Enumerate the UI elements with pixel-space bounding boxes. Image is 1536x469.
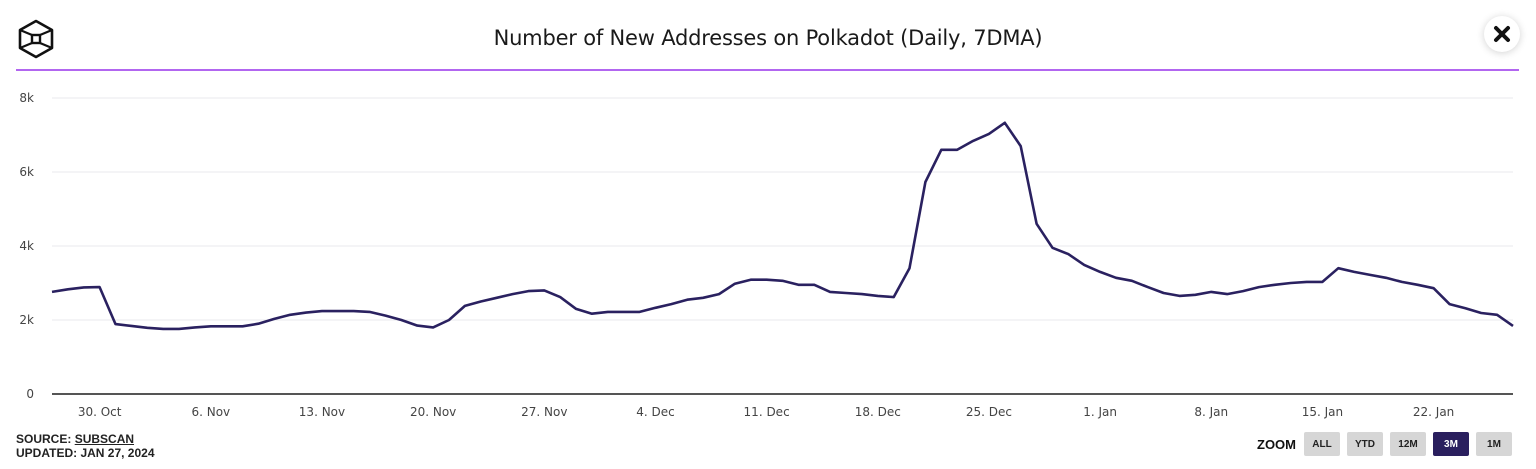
x-tick-label: 30. Oct	[78, 405, 122, 419]
x-tick-label: 22. Jan	[1413, 405, 1454, 419]
x-tick-label: 25. Dec	[966, 405, 1012, 419]
zoom-button-3m[interactable]: 3M	[1433, 432, 1469, 456]
x-tick-label: 1. Jan	[1083, 405, 1117, 419]
y-tick-label: 2k	[19, 313, 34, 327]
title-divider	[16, 69, 1519, 71]
x-tick-label: 6. Nov	[191, 405, 230, 419]
source-prefix: SOURCE:	[16, 432, 72, 446]
close-icon	[1494, 26, 1510, 42]
source-line: SOURCE: SUBSCAN	[16, 432, 155, 446]
y-tick-label: 0	[26, 387, 34, 401]
y-tick-label: 6k	[19, 165, 34, 179]
y-tick-label: 8k	[19, 91, 34, 105]
x-tick-label: 4. Dec	[636, 405, 674, 419]
x-tick-label: 11. Dec	[744, 405, 790, 419]
gridlines	[52, 97, 1513, 321]
updated-date: UPDATED: JAN 27, 2024	[16, 446, 155, 460]
x-tick-label: 27. Nov	[521, 405, 567, 419]
zoom-label: ZOOM	[1257, 436, 1296, 452]
series-line-new-addresses	[51, 121, 1514, 331]
chart-footer: SOURCE: SUBSCAN UPDATED: JAN 27, 2024	[16, 432, 155, 460]
zoom-controls: ZOOM ALL YTD 12M 3M 1M	[1257, 432, 1519, 456]
y-axis-labels: 0 2k 4k 6k 8k	[19, 91, 34, 401]
x-tick-label: 18. Dec	[855, 405, 901, 419]
cube-logo-icon	[18, 19, 54, 59]
close-button[interactable]	[1484, 16, 1520, 52]
x-tick-label: 15. Jan	[1302, 405, 1343, 419]
zoom-button-1m[interactable]: 1M	[1476, 432, 1512, 456]
y-tick-label: 4k	[19, 239, 34, 253]
zoom-button-ytd[interactable]: YTD	[1347, 432, 1383, 456]
chart-title: Number of New Addresses on Polkadot (Dai…	[493, 26, 1043, 50]
x-tick-label: 13. Nov	[299, 405, 345, 419]
x-tick-label: 20. Nov	[410, 405, 456, 419]
zoom-button-12m[interactable]: 12M	[1390, 432, 1426, 456]
line-chart: 0 2k 4k 6k 8k 30. Oct 6. Nov 13. Nov 20. Nov 27.…	[19, 91, 1514, 419]
zoom-button-all[interactable]: ALL	[1304, 432, 1340, 456]
x-tick-label: 8. Jan	[1194, 405, 1228, 419]
x-axis-labels: 30. Oct 6. Nov 13. Nov 20. Nov 27. Nov 4. Dec…	[78, 405, 1454, 419]
source-link[interactable]: SUBSCAN	[74, 432, 135, 446]
